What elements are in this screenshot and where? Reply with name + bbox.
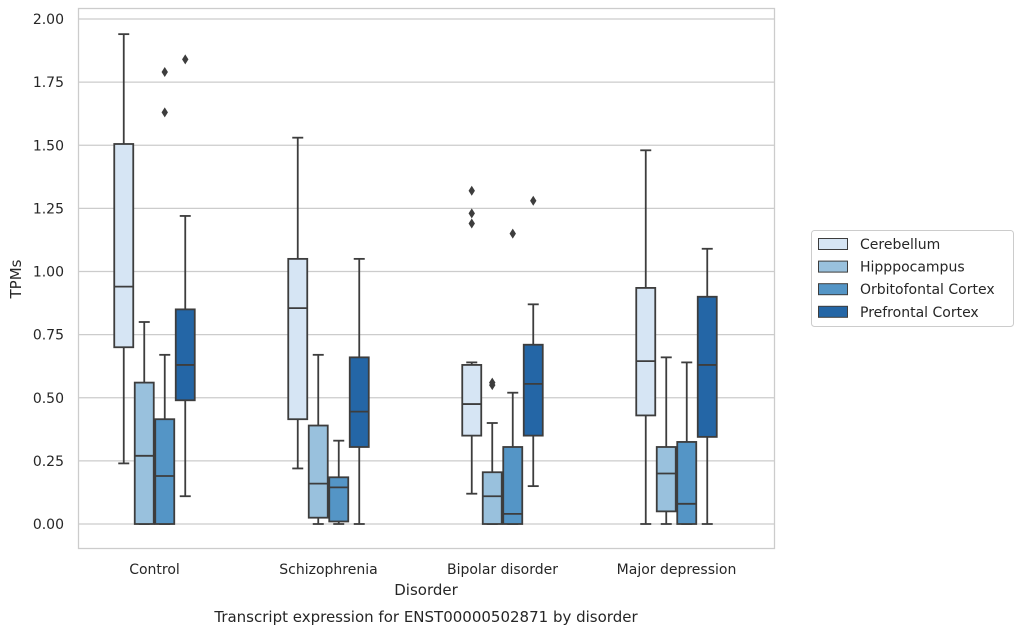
box-body xyxy=(635,287,657,417)
legend-label: Prefrontal Cortex xyxy=(860,305,979,321)
x-tick-label: Schizophrenia xyxy=(279,562,377,578)
box-body xyxy=(174,308,196,402)
box-orbitofontal-cortex xyxy=(676,361,698,525)
outlier-point xyxy=(468,185,475,196)
y-tick-label: 0.50 xyxy=(33,391,64,407)
legend-swatch xyxy=(818,305,848,318)
box-body xyxy=(287,257,309,421)
legend-label: Hipppocampus xyxy=(860,260,965,276)
outlier-point xyxy=(161,107,168,118)
legend-swatch xyxy=(818,260,848,273)
box-cerebellum xyxy=(113,33,135,465)
legend: Cerebellum Hipppocampus Orbitofontal Corte… xyxy=(811,230,1014,327)
y-tick-label: 1.75 xyxy=(33,75,64,91)
y-tick-label: 1.50 xyxy=(33,138,64,154)
box-prefrontal-cortex xyxy=(348,257,370,525)
x-axis-ticks: Control Schizophrenia Bipolar disorder Majo… xyxy=(129,562,736,578)
legend-label: Orbitofontal Cortex xyxy=(860,282,995,298)
boxplot-series xyxy=(113,33,718,525)
box-body xyxy=(154,418,176,525)
box-orbitofontal-cortex xyxy=(328,439,350,525)
box-body xyxy=(522,343,544,437)
outlier-point xyxy=(509,228,516,239)
box-hipppocampus xyxy=(655,356,677,525)
legend-swatch xyxy=(818,238,848,250)
box-cerebellum xyxy=(461,185,483,495)
legend-items: Cerebellum Hipppocampus Orbitofontal Corte… xyxy=(818,237,995,321)
box-body xyxy=(461,364,483,437)
y-tick-label: 0.75 xyxy=(33,328,64,344)
box-body xyxy=(307,424,329,519)
x-tick-label: Bipolar disorder xyxy=(447,562,558,578)
y-tick-label: 1.00 xyxy=(33,265,64,281)
legend-label: Cerebellum xyxy=(860,237,940,253)
y-tick-label: 0.25 xyxy=(33,454,64,470)
outlier-point xyxy=(182,54,189,65)
box-hipppocampus xyxy=(307,353,329,525)
outlier-point xyxy=(468,208,475,219)
x-axis-title: Disorder xyxy=(394,581,458,599)
box-body xyxy=(696,295,718,438)
legend-swatch xyxy=(818,283,848,296)
x-tick-label: Major depression xyxy=(617,562,737,578)
chart-caption: Transcript expression for ENST0000050287… xyxy=(213,608,638,626)
box-body xyxy=(655,446,677,513)
outlier-point xyxy=(530,195,537,206)
y-tick-label: 2.00 xyxy=(33,12,64,28)
box-body xyxy=(113,143,135,349)
outlier-point xyxy=(468,218,475,229)
y-axis-ticks: 0.00 0.25 0.50 0.75 1.00 1.25 1.50 1.75 2.00 xyxy=(33,12,64,533)
x-tick-label: Control xyxy=(129,562,180,578)
plot-frame xyxy=(77,7,776,550)
box-prefrontal-cortex xyxy=(696,247,718,525)
box-prefrontal-cortex xyxy=(174,54,196,498)
y-tick-label: 0.00 xyxy=(33,517,64,533)
box-hipppocampus xyxy=(481,377,503,525)
box-body xyxy=(133,381,155,525)
box-cerebellum xyxy=(635,149,657,525)
outlier-point xyxy=(489,377,496,388)
box-cerebellum xyxy=(287,136,309,470)
box-orbitofontal-cortex xyxy=(154,67,176,525)
legend-frame xyxy=(811,230,1014,327)
box-body xyxy=(481,471,503,525)
box-body xyxy=(348,356,370,448)
box-prefrontal-cortex xyxy=(522,195,544,488)
box-hipppocampus xyxy=(133,321,155,525)
y-axis-title: TPMs xyxy=(7,259,25,299)
outlier-point xyxy=(161,67,168,78)
box-body xyxy=(328,476,350,523)
box-orbitofontal-cortex xyxy=(502,228,524,525)
box-body xyxy=(502,446,524,525)
box-body xyxy=(676,441,698,525)
y-tick-label: 1.25 xyxy=(33,201,64,217)
